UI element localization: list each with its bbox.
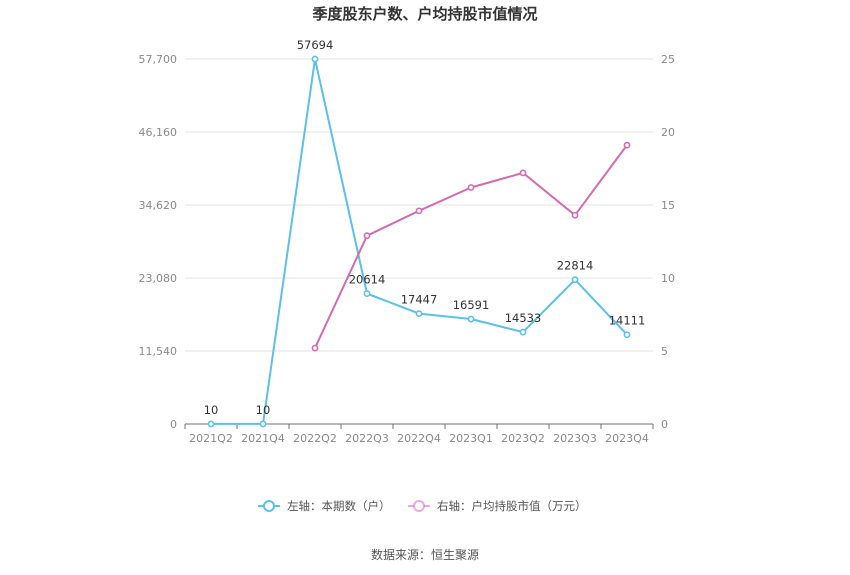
legend-label-right: 右轴：户均持股市值（万元） xyxy=(437,499,587,513)
legend[interactable]: 左轴：本期数（户） 右轴：户均持股市值（万元） xyxy=(258,499,587,513)
right-axis-tick-label: 20 xyxy=(661,126,675,139)
chart-title: 季度股东户数、户均持股市值情况 xyxy=(312,5,537,23)
data-point-right xyxy=(519,169,527,177)
data-point-left xyxy=(415,310,423,318)
data-point-left xyxy=(623,331,631,339)
left-axis-tick-label: 57,700 xyxy=(139,53,178,66)
legend-marker-right xyxy=(413,500,425,512)
left-axis-tick-label: 0 xyxy=(170,418,177,431)
data-point-left xyxy=(519,328,527,336)
x-axis-tick-label: 2023Q2 xyxy=(501,432,545,445)
x-axis-tick-label: 2023Q1 xyxy=(449,432,493,445)
data-point-left xyxy=(467,315,475,323)
left-axis-tick-label: 46,160 xyxy=(139,126,178,139)
x-axis-tick-label: 2023Q4 xyxy=(605,432,649,445)
data-point-left xyxy=(363,290,371,297)
data-label-left: 17447 xyxy=(401,293,438,307)
data-label-left: 10 xyxy=(256,403,271,417)
x-axis-tick-label: 2021Q4 xyxy=(241,432,285,445)
right-axis-tick-label: 25 xyxy=(661,53,675,66)
x-axis-tick-label: 2021Q2 xyxy=(189,432,233,445)
data-point-right xyxy=(571,211,579,219)
data-label-left: 10 xyxy=(204,403,219,417)
data-label-left: 14533 xyxy=(505,311,542,325)
source-note: 数据来源：恒生聚源 xyxy=(371,547,479,562)
x-axis-tick-label: 2022Q4 xyxy=(397,432,441,445)
left-axis-tick-label: 23,080 xyxy=(139,272,178,285)
right-axis-tick-label: 5 xyxy=(661,345,668,358)
data-label-left: 20614 xyxy=(349,273,386,287)
legend-item-right[interactable]: 右轴：户均持股市值（万元） xyxy=(408,499,587,513)
left-axis-tick-label: 11,540 xyxy=(139,345,178,358)
right-axis-tick-label: 0 xyxy=(661,418,668,431)
x-axis-tick-label: 2022Q2 xyxy=(293,432,337,445)
data-label-left: 57694 xyxy=(297,38,334,52)
legend-marker-left xyxy=(263,500,275,512)
data-point-left xyxy=(207,420,215,428)
series-layer xyxy=(207,55,631,428)
data-point-left xyxy=(571,276,579,284)
series-line-left xyxy=(211,58,628,425)
data-point-right xyxy=(363,232,371,240)
right-axis-tick-label: 15 xyxy=(661,199,675,212)
data-label-left: 14111 xyxy=(609,314,646,328)
data-point-right xyxy=(311,344,319,352)
left-axis-tick-label: 34,620 xyxy=(139,199,178,212)
right-axis-tick-label: 10 xyxy=(661,272,675,285)
data-point-right xyxy=(467,184,475,191)
x-axis-tick-label: 2022Q3 xyxy=(345,432,389,445)
data-labels: 10 10 57694 20614 17447 16591 14533 22814 14111 xyxy=(204,38,646,417)
axes: 011,54023,08034,62046,16057,700051015202… xyxy=(139,53,676,445)
legend-item-left[interactable]: 左轴：本期数（户） xyxy=(258,499,391,513)
data-point-right xyxy=(415,207,423,215)
data-label-left: 16591 xyxy=(453,298,490,312)
data-point-right xyxy=(623,141,631,149)
x-axis-tick-label: 2023Q3 xyxy=(553,432,597,445)
legend-label-left: 左轴：本期数（户） xyxy=(287,499,391,513)
data-point-left xyxy=(259,420,267,428)
data-point-left xyxy=(311,55,319,63)
data-label-left: 22814 xyxy=(557,259,594,273)
